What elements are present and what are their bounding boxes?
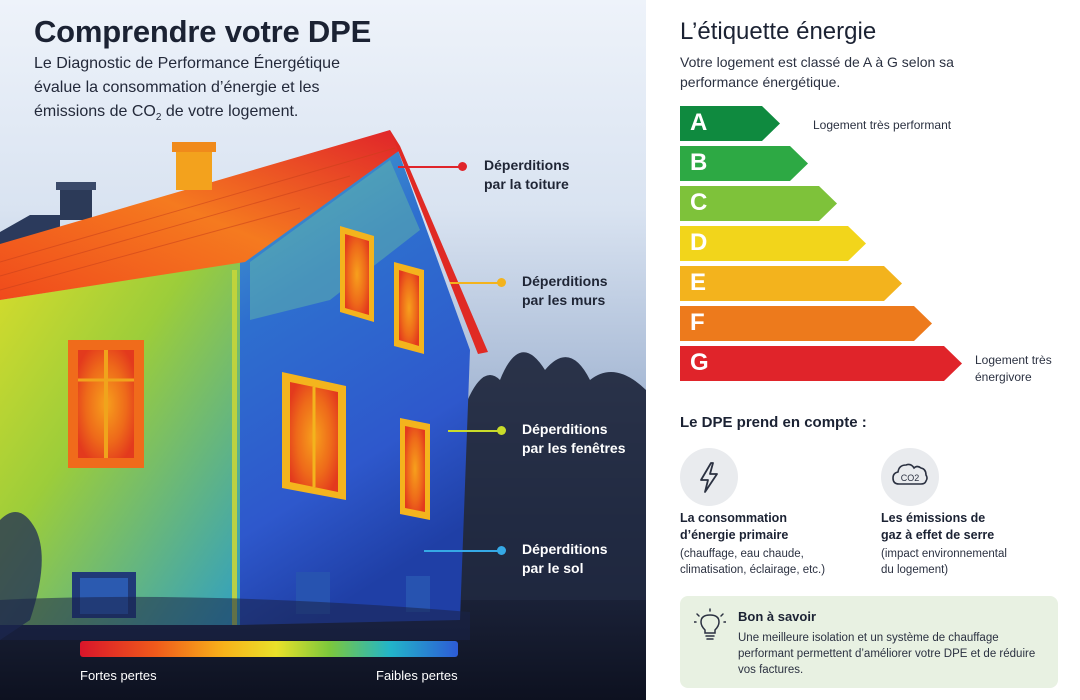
item-emissions-desc-2: du logement) <box>881 564 949 576</box>
item-emissions-desc: (impact environnemental du logement) <box>881 546 1007 578</box>
criteria-subtitle: Le DPE prend en compte : <box>680 414 867 431</box>
energy-class-bar-e: E <box>680 266 902 301</box>
walls-callout-line1: Déperditions <box>522 273 608 289</box>
intro-text-a: Le Diagnostic de Performance Énergétique… <box>34 55 340 120</box>
item-emissions-title-2: gaz à effet de serre <box>881 528 995 542</box>
floor-callout-dot <box>497 546 506 555</box>
lightning-icon-circle <box>680 448 738 506</box>
floor-callout-line2: par le sol <box>522 560 584 576</box>
item-energy-desc-2: climatisation, éclairage, etc.) <box>680 564 826 576</box>
energy-class-letter: E <box>690 269 707 296</box>
label-worst-line2: énergivore <box>975 370 1032 384</box>
energy-class-letter: G <box>690 349 709 376</box>
thermal-house-image <box>0 130 646 700</box>
walls-callout-dot <box>497 278 506 287</box>
energy-class-letter: A <box>690 109 708 136</box>
thermal-panel: Comprendre votre DPE Le Diagnostic de Pe… <box>0 0 646 700</box>
energy-class-bar-b: B <box>680 146 808 181</box>
energy-class-bar-a: A <box>680 106 780 141</box>
windows-callout-line1: Déperditions <box>522 421 608 437</box>
energy-class-bar-d: D <box>680 226 866 261</box>
co2-icon-circle: CO2 <box>881 448 939 506</box>
tip-title: Bon à savoir <box>738 609 817 624</box>
walls-callout: Déperditions par les murs <box>522 272 608 310</box>
energy-class-bar-g: G <box>680 346 962 381</box>
co2-cloud-icon: CO2 <box>892 463 928 485</box>
energy-class-letter: B <box>690 149 708 176</box>
energy-class-bar-c: C <box>680 186 837 221</box>
item-energy-desc-1: (chauffage, eau chaude, <box>680 548 804 560</box>
roof-callout: Déperditions par la toiture <box>484 156 570 194</box>
lightbulb-icon <box>694 608 726 640</box>
tip-text: Une meilleure isolation et un système de… <box>738 632 1036 676</box>
label-worst: Logement très énergivore <box>975 352 1052 386</box>
item-energy-desc: (chauffage, eau chaude, climatisation, é… <box>680 546 825 578</box>
item-emissions-title-1: Les émissions de <box>881 511 986 525</box>
intro-subscript: 2 <box>155 112 162 124</box>
intro-text-b: de votre logement. <box>161 103 299 120</box>
walls-callout-line2: par les murs <box>522 292 606 308</box>
scale-label-low: Faibles pertes <box>376 668 458 683</box>
windows-callout-dot <box>497 426 506 435</box>
energy-class-bar-f: F <box>680 306 932 341</box>
roof-callout-line <box>398 166 460 168</box>
label-best: Logement très performant <box>813 118 952 132</box>
energy-label-title: L’étiquette énergie <box>680 18 877 45</box>
label-worst-line1: Logement très <box>975 353 1052 367</box>
intro-text: Le Diagnostic de Performance Énergétique… <box>34 52 364 130</box>
windows-callout-line2: par les fenêtres <box>522 440 626 456</box>
page-title-heading: Comprendre votre DPE <box>34 14 372 49</box>
tip-box: Bon à savoir Une meilleure isolation et … <box>680 596 1058 688</box>
item-emissions-desc-1: (impact environnemental <box>881 548 1007 560</box>
roof-callout-line2: par la toiture <box>484 176 569 192</box>
energy-label-intro: Votre logement est classé de A à G selon… <box>680 54 954 90</box>
heat-loss-scale-bar <box>80 641 458 657</box>
floor-callout-line <box>424 550 502 552</box>
energy-class-letter: C <box>690 189 708 216</box>
item-energy-title-2: d’énergie primaire <box>680 528 789 542</box>
floor-callout: Déperditions par le sol <box>522 540 608 578</box>
walls-callout-line <box>450 282 502 284</box>
item-emissions-title: Les émissions de gaz à effet de serre <box>881 510 994 544</box>
windows-callout: Déperditions par les fenêtres <box>522 420 626 458</box>
item-energy-title: La consommation d’énergie primaire <box>680 510 788 544</box>
floor-callout-line1: Déperditions <box>522 541 608 557</box>
scale-label-high: Fortes pertes <box>80 668 157 683</box>
item-energy-title-1: La consommation <box>680 511 787 525</box>
roof-callout-dot <box>458 162 467 171</box>
energy-label-panel: L’étiquette énergie Votre logement est c… <box>646 0 1080 700</box>
windows-callout-line <box>448 430 502 432</box>
lightning-icon <box>700 462 718 493</box>
energy-class-letter: F <box>690 309 705 336</box>
energy-class-letter: D <box>690 229 708 256</box>
roof-callout-line1: Déperditions <box>484 157 570 173</box>
co2-icon-text: CO2 <box>901 473 920 483</box>
